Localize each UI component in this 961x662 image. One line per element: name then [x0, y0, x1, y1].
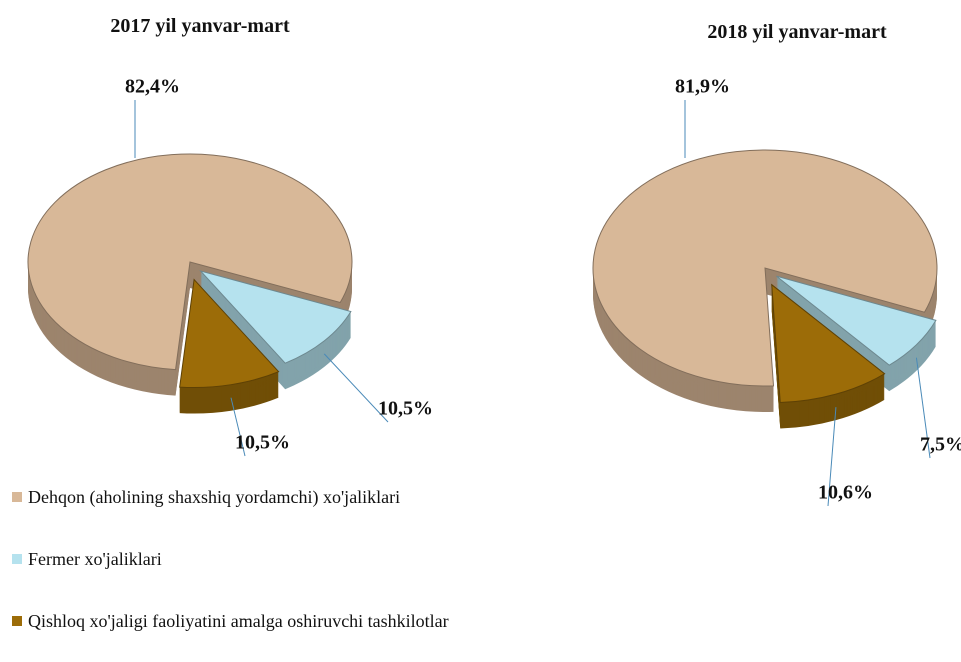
legend-swatch [12, 616, 22, 626]
pie-slice [771, 283, 886, 404]
leader-line [230, 397, 246, 457]
data-label: 81,9% [675, 76, 730, 98]
data-label: 82,4% [125, 76, 180, 98]
pie-slice [179, 278, 280, 388]
legend-label: Qishloq xo'jaligi faoliyatini amalga osh… [28, 611, 449, 631]
chart-title: 2017 yil yanvar-mart [110, 15, 290, 37]
legend-label: Dehqon (aholining shaxshiq yordamchi) xo… [28, 487, 401, 507]
legend-label: Fermer xo'jaliklari [28, 549, 162, 569]
leader-line [915, 357, 931, 459]
legend-item: Dehqon (aholining shaxshiq yordamchi) xo… [12, 484, 482, 510]
leader-line [323, 353, 389, 423]
pie-slice [27, 153, 353, 371]
pie-slice [592, 149, 938, 387]
leader-line [827, 407, 837, 507]
pie-slice [199, 270, 352, 364]
legend-item: Fermer xo'jaliklari [12, 546, 482, 572]
data-label: 10,6% [818, 482, 873, 504]
data-label: 7,5% [920, 434, 961, 456]
pie-slice [776, 275, 937, 366]
legend-swatch [12, 554, 22, 564]
legend-swatch [12, 492, 22, 502]
data-label: 10,5% [378, 398, 433, 420]
chart-title: 2018 yil yanvar-mart [707, 21, 887, 43]
legend-item: Qishloq xo'jaligi faoliyatini amalga osh… [12, 608, 482, 634]
data-label: 10,5% [235, 432, 290, 454]
